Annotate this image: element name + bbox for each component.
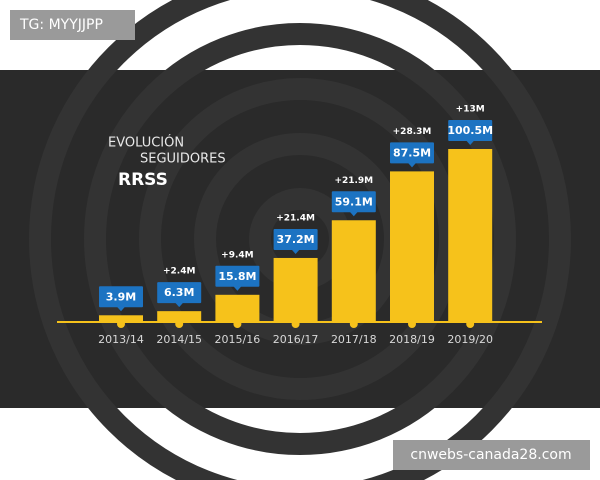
chart-title: SEGUIDORES	[140, 152, 226, 167]
value-label: 6.3M	[164, 286, 194, 299]
value-label-box	[99, 286, 143, 308]
bar	[331, 220, 376, 322]
increment-label: +2.4M	[163, 267, 195, 277]
bar	[390, 171, 434, 322]
increment-label: +21.4M	[276, 213, 315, 223]
value-label-box	[157, 282, 202, 304]
value-label-box	[448, 120, 493, 141]
baseline-dot	[175, 320, 184, 328]
value-label-pointer	[175, 302, 184, 308]
baseline-dot	[349, 320, 358, 328]
chart-title: EVOLUCIÓN	[108, 135, 184, 151]
value-label-pointer	[349, 211, 358, 217]
bar	[273, 257, 318, 322]
x-tick-label: 2017/18	[331, 333, 377, 346]
value-label-box	[273, 228, 318, 250]
value-label: 59.1M	[335, 195, 373, 208]
increment-label: +13M	[456, 105, 485, 115]
baseline-dot	[408, 320, 416, 328]
watermark-box	[393, 440, 590, 470]
baseline-dot	[466, 320, 475, 328]
chart-title: RRSS	[118, 170, 168, 190]
value-label-box	[331, 191, 376, 213]
baseline-dot	[117, 320, 125, 328]
baseline-dot	[291, 320, 300, 328]
value-label: 15.8M	[218, 270, 256, 283]
bar	[157, 311, 202, 322]
value-label: 3.9M	[106, 290, 136, 303]
x-tick-label: 2016/17	[273, 333, 319, 346]
x-tick-label: 2014/15	[156, 333, 202, 346]
increment-label: +9.4M	[221, 250, 253, 260]
value-label-box	[390, 142, 434, 164]
x-tick-label: 2019/20	[447, 333, 493, 346]
value-label: 37.2M	[277, 233, 315, 246]
value-label-pointer	[291, 249, 300, 254]
increment-label: +21.9M	[334, 176, 373, 186]
bar	[215, 294, 260, 322]
baseline-dot	[233, 320, 242, 328]
bar	[448, 149, 493, 322]
x-tick-label: 2015/16	[215, 333, 261, 346]
x-tick-label: 2013/14	[98, 333, 144, 346]
bar	[99, 315, 143, 322]
increment-label: +28.3M	[393, 127, 432, 137]
value-label-pointer	[233, 286, 242, 291]
value-label: 100.5M	[447, 124, 493, 137]
value-label-box	[215, 265, 260, 287]
value-label-pointer	[466, 140, 475, 145]
watermark: cnwebs-canada28.com	[410, 447, 571, 463]
value-label-pointer	[117, 306, 125, 312]
value-label: 87.5M	[393, 146, 431, 159]
watermark: TG: MYYJJPP	[19, 17, 103, 33]
x-tick-label: 2018/19	[389, 333, 435, 346]
value-label-pointer	[408, 162, 416, 168]
watermark-box	[10, 10, 135, 40]
